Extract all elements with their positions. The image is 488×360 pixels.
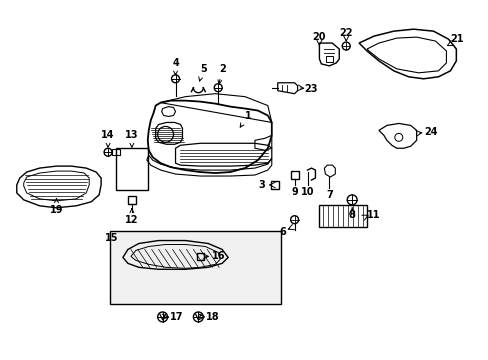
Text: 5: 5 — [199, 64, 206, 81]
Text: 22: 22 — [339, 28, 352, 38]
FancyBboxPatch shape — [110, 231, 280, 304]
Text: 17: 17 — [169, 312, 183, 322]
Text: 15: 15 — [105, 233, 119, 243]
Text: 24: 24 — [423, 127, 436, 138]
Text: 12: 12 — [125, 209, 138, 225]
Text: 13: 13 — [125, 130, 138, 147]
Bar — [197, 253, 203, 260]
Bar — [319, 205, 366, 227]
Text: 16: 16 — [211, 251, 224, 261]
Text: 3: 3 — [258, 180, 264, 190]
Text: 7: 7 — [325, 190, 332, 200]
Text: 2: 2 — [218, 64, 225, 84]
Text: 9: 9 — [291, 187, 297, 197]
Text: 21: 21 — [449, 34, 463, 44]
Text: 23: 23 — [304, 84, 318, 94]
Bar — [270, 181, 278, 189]
Bar — [128, 196, 136, 204]
Text: 8: 8 — [348, 210, 355, 220]
Bar — [325, 56, 333, 62]
Text: 1: 1 — [240, 111, 251, 127]
Text: 6: 6 — [279, 226, 285, 237]
Text: 11: 11 — [366, 210, 380, 220]
Text: 20: 20 — [312, 32, 325, 42]
Text: 10: 10 — [300, 187, 314, 197]
Bar — [290, 171, 298, 179]
Text: 4: 4 — [172, 58, 179, 75]
Text: 14: 14 — [101, 130, 115, 147]
Text: 18: 18 — [206, 312, 220, 322]
Bar — [116, 148, 147, 190]
Bar — [112, 149, 120, 155]
Text: 19: 19 — [50, 199, 63, 215]
